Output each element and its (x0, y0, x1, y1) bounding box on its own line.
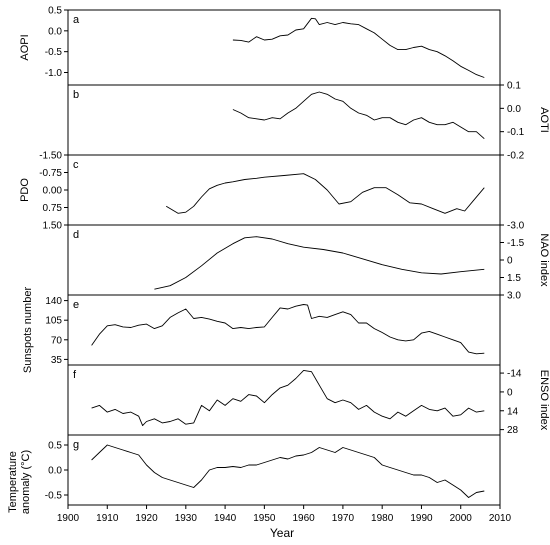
y-tick-label: 28 (507, 425, 519, 436)
y-tick-label: -0.2 (507, 151, 525, 162)
y-tick-label: 1.50 (43, 221, 63, 232)
panel-letter: a (73, 14, 80, 26)
series-line-a (232, 17, 485, 78)
y-tick-label: -1.50 (39, 151, 62, 162)
panel-letter: d (73, 229, 79, 241)
y-tick-label: 70 (51, 335, 63, 346)
y-tick-label: -0.5 (45, 47, 63, 58)
y-tick-label: 3.0 (507, 291, 521, 302)
panel-d: d -3.0 -1.5 0 1.5 3.0 NAO index (67, 221, 550, 302)
y-axis-label: AOPI (19, 34, 31, 60)
y-tick-label: 14 (507, 406, 519, 417)
panel-letter: g (73, 439, 79, 451)
x-tick-label: 1940 (214, 513, 237, 524)
panel-g: g 0.5 0.0 -0.5 Temperatureanomaly (°C) (7, 434, 501, 514)
y-tick-label: -1.5 (507, 238, 525, 249)
series-line-b (232, 91, 485, 140)
y-tick-label: 1.5 (507, 273, 521, 284)
y-tick-label: 0.0 (507, 104, 521, 115)
y-tick-label: 35 (51, 355, 63, 366)
y-tick-label: 0.5 (48, 6, 62, 17)
panel-b: b 0.1 0.0 -0.1 -0.2 AOTI (67, 81, 550, 162)
y-tick-label: 0.5 (48, 441, 62, 452)
series-line-f (91, 369, 485, 427)
y-tick-label: -0.75 (39, 168, 62, 179)
y-axis-label: Sunspots number (22, 287, 34, 374)
series-line-g (91, 444, 485, 498)
panel-frame (67, 224, 501, 296)
panel-e: e 140 105 70 35 Sunspots number (22, 287, 501, 374)
y-axis-label: PDO (19, 178, 31, 202)
x-tick-label: 2000 (450, 513, 473, 524)
y-tick-label: 140 (45, 296, 62, 307)
y-axis-label: AOTI (538, 107, 550, 133)
y-tick-label: -0.1 (507, 127, 525, 138)
y-tick-label: -1.0 (45, 68, 63, 79)
x-axis-label: Year (270, 526, 294, 540)
x-tick-label: 1970 (332, 513, 355, 524)
series-line-e (91, 304, 485, 355)
series-line-c (165, 173, 485, 214)
panels-group: a0.50.0-0.5-1.0AOPIb0.10.0-0.1-0.2AOTIc-… (7, 6, 550, 515)
y-axis-label-line: Temperature (7, 451, 19, 513)
x-axis: 1900 1910 1920 1930 1940 1950 1960 1970 1980 1990… (57, 505, 512, 524)
panel-f: f -14 0 14 28 ENSO index (67, 364, 550, 436)
y-tick-label: 0.1 (507, 81, 521, 92)
y-tick-label: 105 (45, 316, 62, 327)
y-tick-label: 0 (507, 256, 513, 267)
x-tick-label: 1980 (371, 513, 394, 524)
x-tick-label: 1900 (57, 513, 80, 524)
panel-frame (67, 9, 501, 86)
y-tick-label: -14 (507, 369, 522, 380)
panel-letter: e (73, 299, 79, 311)
panel-frame (67, 154, 501, 226)
panel-letter: f (73, 369, 77, 381)
panel-frame (67, 294, 501, 366)
panel-letter: c (73, 159, 79, 171)
y-axis-label: NAO index (538, 233, 550, 287)
y-tick-label: 0.75 (43, 203, 63, 214)
panel-frame (67, 364, 501, 436)
panel-letter: b (73, 89, 79, 101)
panel-a: a 0.5 0.0 -0.5 -1.0 AOPI (19, 6, 501, 86)
x-tick-label: 1930 (175, 513, 198, 524)
y-tick-label: 0.0 (48, 26, 62, 37)
y-tick-label: 0.00 (43, 186, 63, 197)
x-tick-label: 2010 (489, 513, 512, 524)
y-tick-label: 0.0 (48, 466, 62, 477)
y-tick-label: -3.0 (507, 221, 525, 232)
y-axis-label-line: anomaly (°C) (20, 450, 32, 514)
x-tick-label: 1920 (135, 513, 158, 524)
panel-frame (67, 434, 501, 506)
y-tick-label: -0.5 (45, 491, 63, 502)
panel-frame (67, 84, 501, 156)
x-tick-label: 1960 (293, 513, 316, 524)
y-axis-label: Temperatureanomaly (°C) (7, 450, 32, 514)
y-tick-label: 0 (507, 387, 513, 398)
x-tick-label: 1950 (253, 513, 276, 524)
x-tick-label: 1990 (410, 513, 433, 524)
panel-c: c -1.50 -0.75 0.00 0.75 1.50 PDO (19, 151, 501, 232)
series-line-d (154, 236, 485, 290)
y-axis-label: ENSO index (538, 370, 550, 431)
x-tick-label: 1910 (96, 513, 119, 524)
